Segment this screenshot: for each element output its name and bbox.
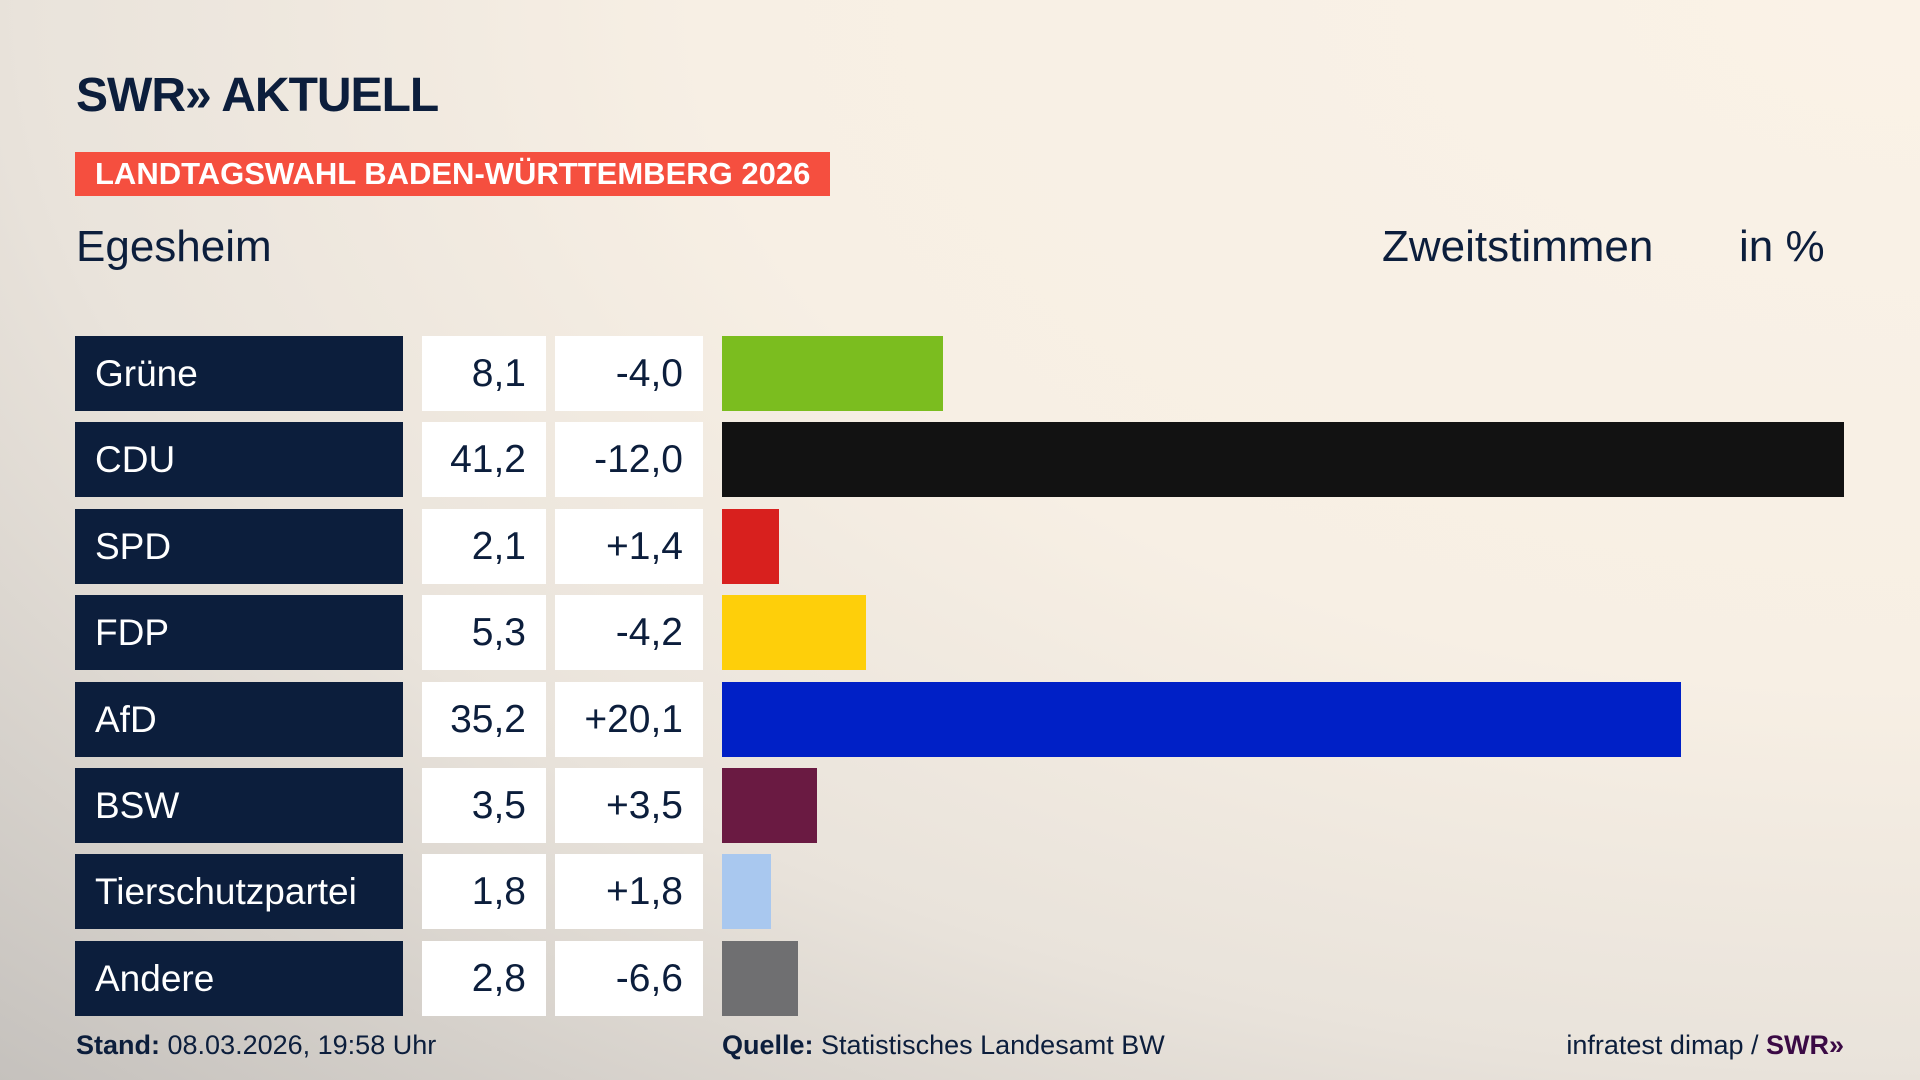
credit-text: infratest dimap / <box>1566 1030 1766 1060</box>
party-row: BSW 3,5 +3,5 <box>0 768 1920 843</box>
unit-label: in % <box>1739 222 1825 271</box>
party-bar <box>722 508 780 584</box>
party-label: AfD <box>75 681 403 757</box>
party-label: Andere <box>75 940 403 1016</box>
party-row: Andere 2,8 -6,6 <box>0 940 1920 1016</box>
value-label: 35,2 <box>422 681 546 757</box>
party-label: BSW <box>75 768 403 843</box>
source-label: Quelle: <box>722 1030 814 1060</box>
party-bar <box>722 336 943 411</box>
party-bar <box>722 768 818 843</box>
source-value: Statistisches Landesamt BW <box>821 1030 1165 1060</box>
timestamp: Stand: 08.03.2026, 19:58 Uhr <box>76 1030 436 1061</box>
change-label: -12,0 <box>555 422 703 498</box>
party-bar <box>722 854 772 930</box>
party-label: SPD <box>75 508 403 584</box>
credit: infratest dimap / SWR» <box>1566 1030 1844 1061</box>
stand-label: Stand: <box>76 1030 160 1060</box>
swr-aktuell-logo: SWR» AKTUELL <box>76 69 439 122</box>
measure-label: Zweitstimmen <box>1382 222 1654 271</box>
change-label: +1,4 <box>555 508 703 584</box>
swr-logo: SWR» <box>1765 1030 1844 1060</box>
value-label: 2,8 <box>422 940 546 1016</box>
party-label: Tierschutzpartei <box>75 854 403 930</box>
party-bar <box>722 940 799 1016</box>
party-label: FDP <box>75 595 403 671</box>
value-label: 3,5 <box>422 768 546 843</box>
value-label: 5,3 <box>422 595 546 671</box>
stand-value: 08.03.2026, 19:58 Uhr <box>167 1030 437 1060</box>
value-label: 1,8 <box>422 854 546 930</box>
party-bar <box>722 422 1844 498</box>
party-row: CDU 41,2 -12,0 <box>0 422 1920 498</box>
value-label: 41,2 <box>422 422 546 498</box>
party-label: CDU <box>75 422 403 498</box>
party-row: AfD 35,2 +20,1 <box>0 681 1920 757</box>
value-label: 8,1 <box>422 336 546 411</box>
change-label: +20,1 <box>555 681 703 757</box>
party-row: FDP 5,3 -4,2 <box>0 595 1920 671</box>
party-row: Tierschutzpartei 1,8 +1,8 <box>0 854 1920 930</box>
change-label: +1,8 <box>555 854 703 930</box>
change-label: -4,0 <box>555 336 703 411</box>
source: Quelle: Statistisches Landesamt BW <box>722 1030 1165 1061</box>
change-label: +3,5 <box>555 768 703 843</box>
party-bar <box>722 595 867 671</box>
party-label: Grüne <box>75 336 403 411</box>
party-bar <box>722 681 1681 757</box>
party-row: Grüne 8,1 -4,0 <box>0 336 1920 411</box>
region-title: Egesheim <box>76 222 272 271</box>
election-banner: LANDTAGSWAHL BADEN-WÜRTTEMBERG 2026 <box>75 152 831 196</box>
change-label: -6,6 <box>555 940 703 1016</box>
value-label: 2,1 <box>422 508 546 584</box>
party-row: SPD 2,1 +1,4 <box>0 508 1920 584</box>
change-label: -4,2 <box>555 595 703 671</box>
